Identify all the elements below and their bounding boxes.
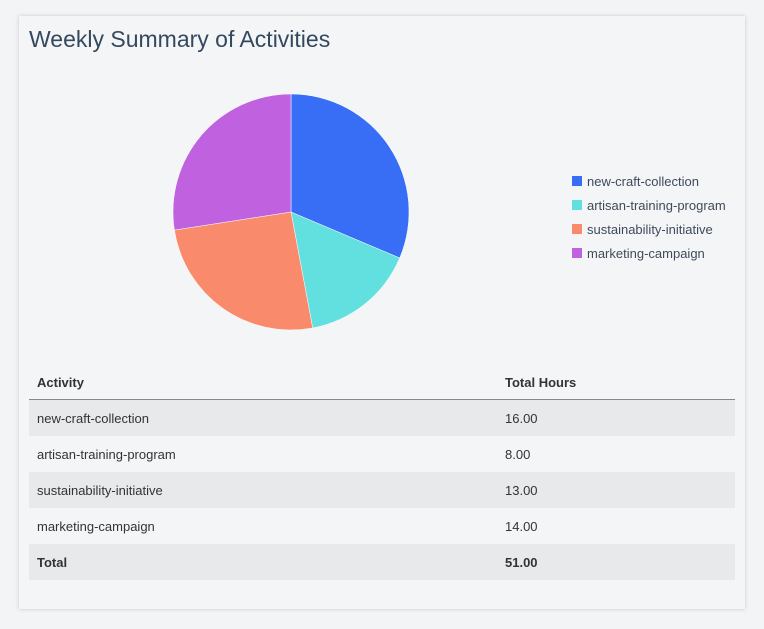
total-label: Total	[29, 544, 497, 580]
hours-cell: 8.00	[505, 446, 531, 462]
table-row: marketing-campaign 14.00	[29, 508, 735, 544]
pie-slice-sustainability-initiative[interactable]	[174, 211, 313, 331]
summary-card: Weekly Summary of Activities new-craft-c…	[19, 16, 745, 609]
legend-item[interactable]: sustainability-initiative	[572, 217, 726, 241]
activity-cell: new-craft-collection	[29, 399, 497, 436]
table-row: new-craft-collection 16.00	[29, 399, 735, 436]
activity-cell: sustainability-initiative	[29, 472, 497, 508]
legend-swatch	[572, 248, 582, 258]
pie-chart	[172, 93, 410, 331]
activity-cell: marketing-campaign	[37, 518, 155, 534]
table-row: sustainability-initiative 13.00	[29, 472, 735, 508]
total-value: 51.00	[497, 544, 735, 580]
legend-item[interactable]: marketing-campaign	[572, 241, 726, 265]
hours-cell: 16.00	[497, 399, 735, 436]
legend-item[interactable]: artisan-training-program	[572, 193, 726, 217]
legend-label: new-craft-collection	[587, 173, 699, 189]
pie-slice-new-craft-collection[interactable]	[290, 93, 410, 259]
legend-swatch	[572, 200, 582, 210]
legend-label: marketing-campaign	[587, 245, 705, 261]
chart-legend: new-craft-collection artisan-training-pro…	[572, 169, 726, 265]
hours-cell: 14.00	[505, 518, 538, 534]
header-total-hours: Total Hours	[497, 365, 735, 400]
page-title: Weekly Summary of Activities	[29, 26, 331, 52]
legend-item[interactable]: new-craft-collection	[572, 169, 726, 193]
activity-table: Activity Total Hours new-craft-collectio…	[29, 365, 735, 580]
hours-cell: 13.00	[497, 472, 735, 508]
legend-swatch	[572, 176, 582, 186]
pie-slice-artisan-training-program[interactable]	[290, 211, 400, 329]
header-activity: Activity	[29, 365, 497, 400]
legend-label: artisan-training-program	[587, 197, 726, 213]
table-row: artisan-training-program 8.00	[29, 436, 735, 472]
pie-slice-marketing-campaign[interactable]	[172, 93, 292, 231]
activity-cell: artisan-training-program	[37, 446, 176, 462]
total-row: Total 51.00	[29, 544, 735, 580]
legend-swatch	[572, 224, 582, 234]
legend-label: sustainability-initiative	[587, 221, 713, 237]
